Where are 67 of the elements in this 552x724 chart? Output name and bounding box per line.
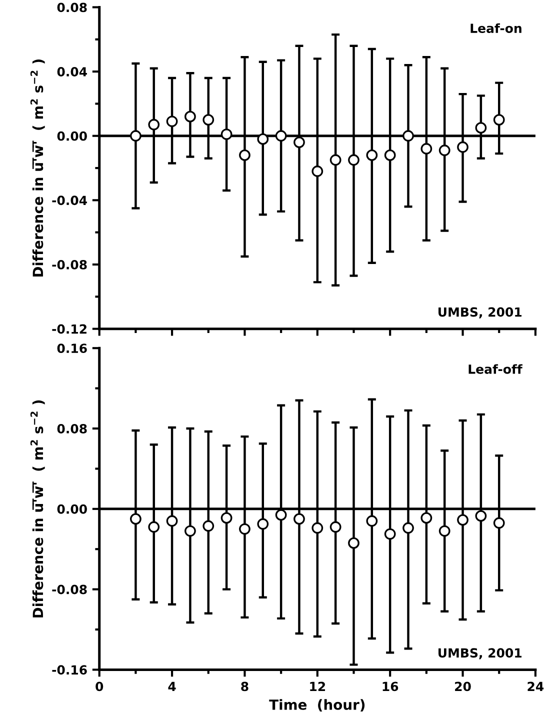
point (257, 518, 269, 530)
y-axis-title: Difference in u̅'̅w̅'̅ ( m$^{2}$ s$^{−2}$ ) (30, 400, 45, 618)
annotation: UMBS, 2001 (438, 307, 522, 318)
point (438, 144, 450, 156)
y-tick-label: 0.00 (57, 131, 87, 141)
x-tick-label: 24 (528, 682, 544, 692)
x-tick-label: 4 (168, 682, 176, 692)
y-tick-label: 0.08 (57, 2, 87, 12)
point (294, 136, 305, 148)
y-tick-label: -0.12 (52, 324, 86, 334)
point (166, 116, 178, 128)
y-tick-label: -0.04 (52, 196, 87, 206)
point (275, 509, 287, 521)
annotation: Leaf-off (468, 364, 522, 374)
point (493, 517, 505, 529)
y-tick-label: 0.04 (57, 67, 87, 76)
point (148, 118, 160, 130)
x-tick-label: 16 (382, 682, 398, 692)
point (438, 525, 450, 537)
point (184, 525, 196, 537)
point (457, 514, 468, 526)
y-tick-label: -0.08 (52, 260, 87, 270)
point (420, 512, 432, 524)
point (402, 130, 414, 142)
point (130, 130, 142, 142)
point (166, 515, 178, 527)
x-tick-label: 8 (241, 682, 248, 692)
point (330, 521, 342, 533)
point (257, 133, 269, 145)
point (239, 149, 250, 161)
point (202, 114, 214, 126)
point (493, 114, 505, 126)
point (366, 149, 378, 161)
point (457, 141, 468, 153)
point (348, 154, 360, 166)
y-tick-label: 0.16 (57, 344, 87, 354)
annotation: UMBS, 2001 (438, 648, 522, 660)
point (475, 122, 487, 134)
x-tick-label: 20 (455, 682, 471, 692)
x-tick-label: 12 (310, 682, 326, 692)
point (202, 520, 214, 532)
point (312, 522, 324, 534)
point (475, 510, 487, 522)
point (330, 154, 342, 166)
point (384, 149, 396, 161)
annotation: Leaf-on (470, 23, 522, 33)
y-tick-label: -0.08 (52, 584, 87, 594)
point (402, 522, 414, 534)
y-tick-label: -0.16 (52, 665, 87, 675)
y-tick-label: 0.00 (57, 504, 87, 514)
y-axis-title: Difference in u̅'̅w̅'̅ ( m$^{2}$ s$^{−2}$ ) (30, 60, 45, 277)
point (275, 130, 287, 142)
point (184, 110, 196, 122)
point (294, 513, 305, 525)
point (348, 537, 360, 549)
point (312, 166, 324, 177)
point (366, 515, 378, 527)
point (130, 513, 142, 525)
point (220, 512, 232, 524)
x-tick-label: 0 (96, 682, 104, 692)
point (239, 523, 250, 535)
point (420, 143, 432, 154)
point (220, 128, 232, 140)
y-tick-label: 0.08 (57, 424, 87, 434)
point (148, 521, 160, 533)
x-axis-title: Time (hour) (269, 699, 365, 712)
point (384, 528, 396, 540)
